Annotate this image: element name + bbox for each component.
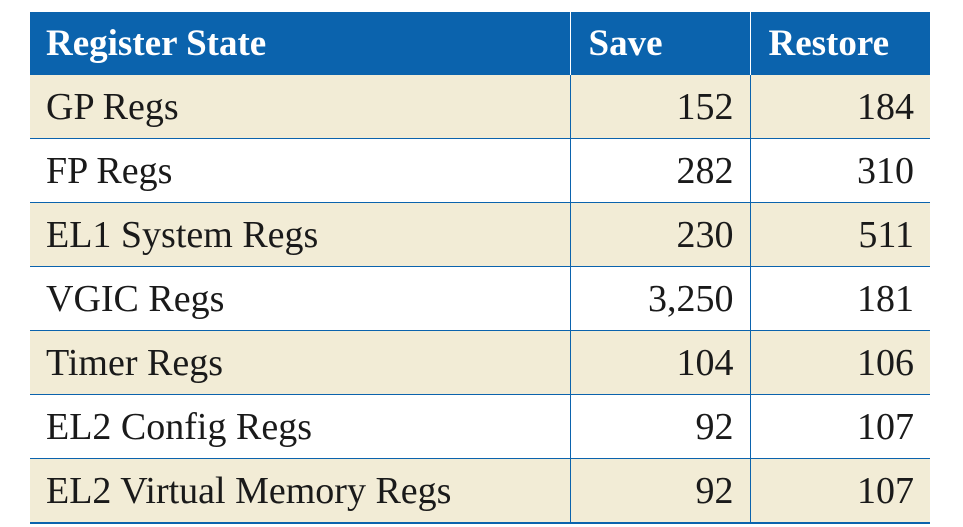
row-label: EL1 System Regs	[30, 202, 571, 267]
table-row: VGIC Regs 3,250 181	[30, 266, 930, 331]
row-label: EL2 Virtual Memory Regs	[30, 458, 571, 524]
header-restore: Restore	[750, 12, 930, 75]
restore-value: 310	[750, 138, 930, 203]
row-label: FP Regs	[30, 138, 571, 203]
save-value: 152	[570, 74, 751, 139]
table-row: EL1 System Regs 230 511	[30, 202, 930, 267]
header-row: Register State Save Restore	[30, 12, 930, 75]
table-row: EL2 Virtual Memory Regs 92 107	[30, 458, 930, 524]
table-row: FP Regs 282 310	[30, 138, 930, 203]
restore-value: 181	[750, 266, 930, 331]
register-cost-table-container: Register State Save Restore GP Regs 152 …	[30, 12, 930, 524]
save-value: 3,250	[570, 266, 751, 331]
restore-value: 107	[750, 458, 930, 524]
row-label: EL2 Config Regs	[30, 394, 571, 459]
restore-value: 184	[750, 74, 930, 139]
restore-value: 107	[750, 394, 930, 459]
save-value: 92	[570, 458, 751, 524]
table-row: EL2 Config Regs 92 107	[30, 394, 930, 459]
save-value: 230	[570, 202, 751, 267]
save-value: 92	[570, 394, 751, 459]
row-label: GP Regs	[30, 74, 571, 139]
row-label: VGIC Regs	[30, 266, 571, 331]
restore-value: 511	[750, 202, 930, 267]
header-register-state: Register State	[30, 12, 571, 75]
row-label: Timer Regs	[30, 330, 571, 395]
header-save: Save	[570, 12, 751, 75]
save-value: 104	[570, 330, 751, 395]
register-cost-table: Register State Save Restore GP Regs 152 …	[30, 12, 930, 524]
table-row: Timer Regs 104 106	[30, 330, 930, 395]
table-row: GP Regs 152 184	[30, 74, 930, 139]
restore-value: 106	[750, 330, 930, 395]
save-value: 282	[570, 138, 751, 203]
